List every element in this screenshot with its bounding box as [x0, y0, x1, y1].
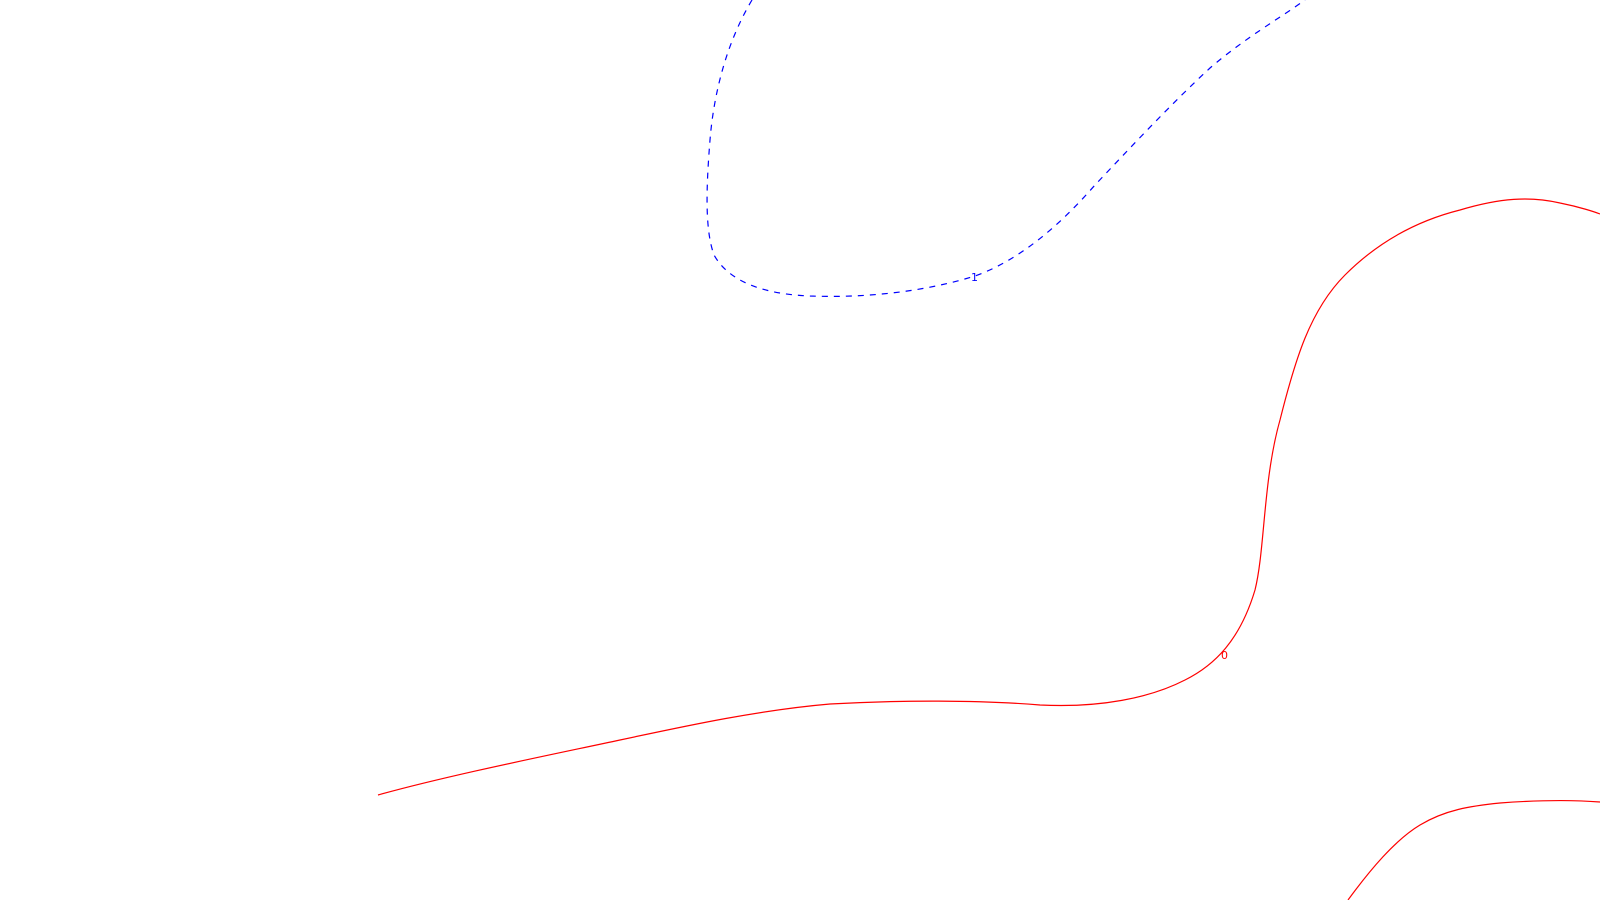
contour-label-blue: 1 [971, 271, 978, 284]
contour-line-red-corner [1347, 800, 1600, 900]
contour-line-red-main [377, 198, 1600, 796]
contour-line-blue-dashed [706, 0, 1306, 298]
contour-label-red: 0 [1221, 649, 1228, 662]
